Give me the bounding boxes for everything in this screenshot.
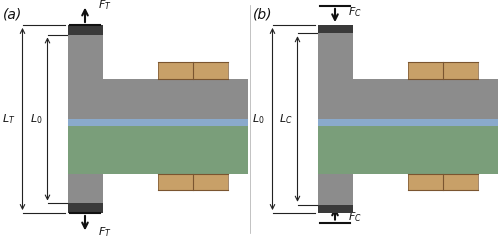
- Bar: [68, 25, 102, 35]
- Bar: [318, 205, 352, 213]
- Text: (b): (b): [252, 7, 272, 21]
- Bar: [318, 25, 352, 33]
- Text: $L_0$: $L_0$: [252, 112, 265, 126]
- Bar: [158, 62, 228, 79]
- Bar: [68, 126, 248, 174]
- Bar: [68, 203, 102, 213]
- Bar: [68, 25, 102, 213]
- Bar: [318, 79, 498, 126]
- Text: $F_T$: $F_T$: [98, 0, 111, 13]
- Bar: [408, 174, 478, 190]
- Bar: [68, 119, 248, 126]
- Text: $F_T$: $F_T$: [98, 226, 111, 238]
- Text: $F_C$: $F_C$: [348, 210, 362, 224]
- Text: $L_0$: $L_0$: [30, 112, 42, 126]
- Bar: [68, 79, 248, 126]
- Text: $F_C$: $F_C$: [348, 5, 362, 19]
- Text: $L_T$: $L_T$: [2, 112, 15, 126]
- Text: $L_C$: $L_C$: [279, 112, 292, 126]
- Bar: [408, 62, 478, 79]
- Bar: [158, 174, 228, 190]
- Text: (a): (a): [2, 7, 22, 21]
- Bar: [318, 25, 352, 213]
- Bar: [318, 126, 498, 174]
- Bar: [318, 119, 498, 126]
